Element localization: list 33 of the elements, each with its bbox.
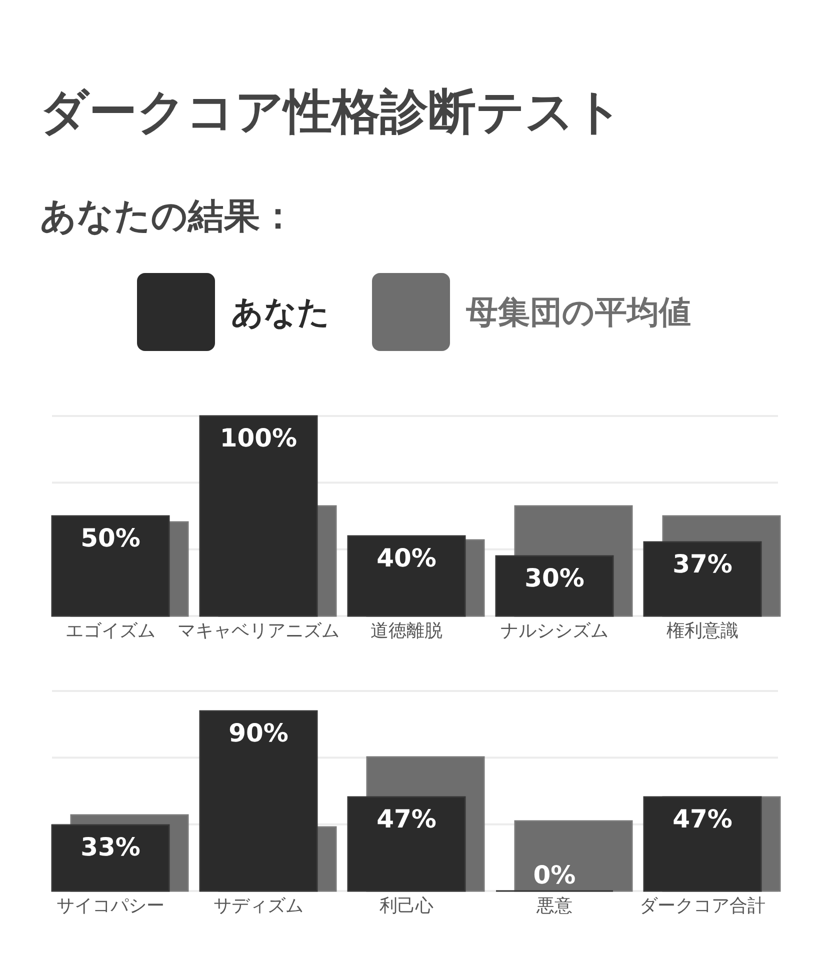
data-label: 47% [672, 804, 732, 834]
bar [199, 415, 318, 617]
data-label: 40% [376, 544, 436, 572]
bar [347, 535, 466, 617]
bar [495, 555, 614, 617]
chart-subtitle: あなたの結果： [40, 196, 296, 237]
x-tick-label: 利己心 [380, 896, 434, 916]
data-label: 100% [220, 424, 298, 452]
data-label: 30% [524, 564, 584, 592]
data-label: 37% [672, 550, 732, 578]
bar [199, 710, 318, 892]
bar [51, 515, 170, 617]
data-label: 47% [376, 804, 436, 834]
x-tick-label: マキャベリアニズム [178, 620, 340, 642]
data-label: 33% [80, 832, 140, 862]
bar [347, 796, 466, 892]
x-tick-label: ダークコア合計 [640, 896, 766, 916]
data-label: 90% [228, 718, 288, 748]
x-tick-label: エゴイズム [66, 620, 156, 642]
chart-title: ダークコア性格診断テスト [40, 84, 623, 140]
x-tick-label: サイコパシー [56, 896, 164, 916]
x-tick-label: サディズム [214, 896, 304, 916]
legend: あなた 母集団の平均値 [137, 273, 691, 351]
bar [643, 541, 762, 617]
bar [51, 824, 170, 892]
bar [643, 796, 762, 892]
data-label: 0% [533, 860, 576, 890]
x-tick-label: 道徳離脱 [370, 620, 442, 642]
bar [514, 820, 633, 892]
x-tick-label: 悪意 [536, 896, 572, 916]
x-tick-label: 権利意識 [666, 620, 738, 642]
data-label: 50% [80, 524, 140, 552]
x-tick-label: ナルシシズム [500, 620, 608, 642]
